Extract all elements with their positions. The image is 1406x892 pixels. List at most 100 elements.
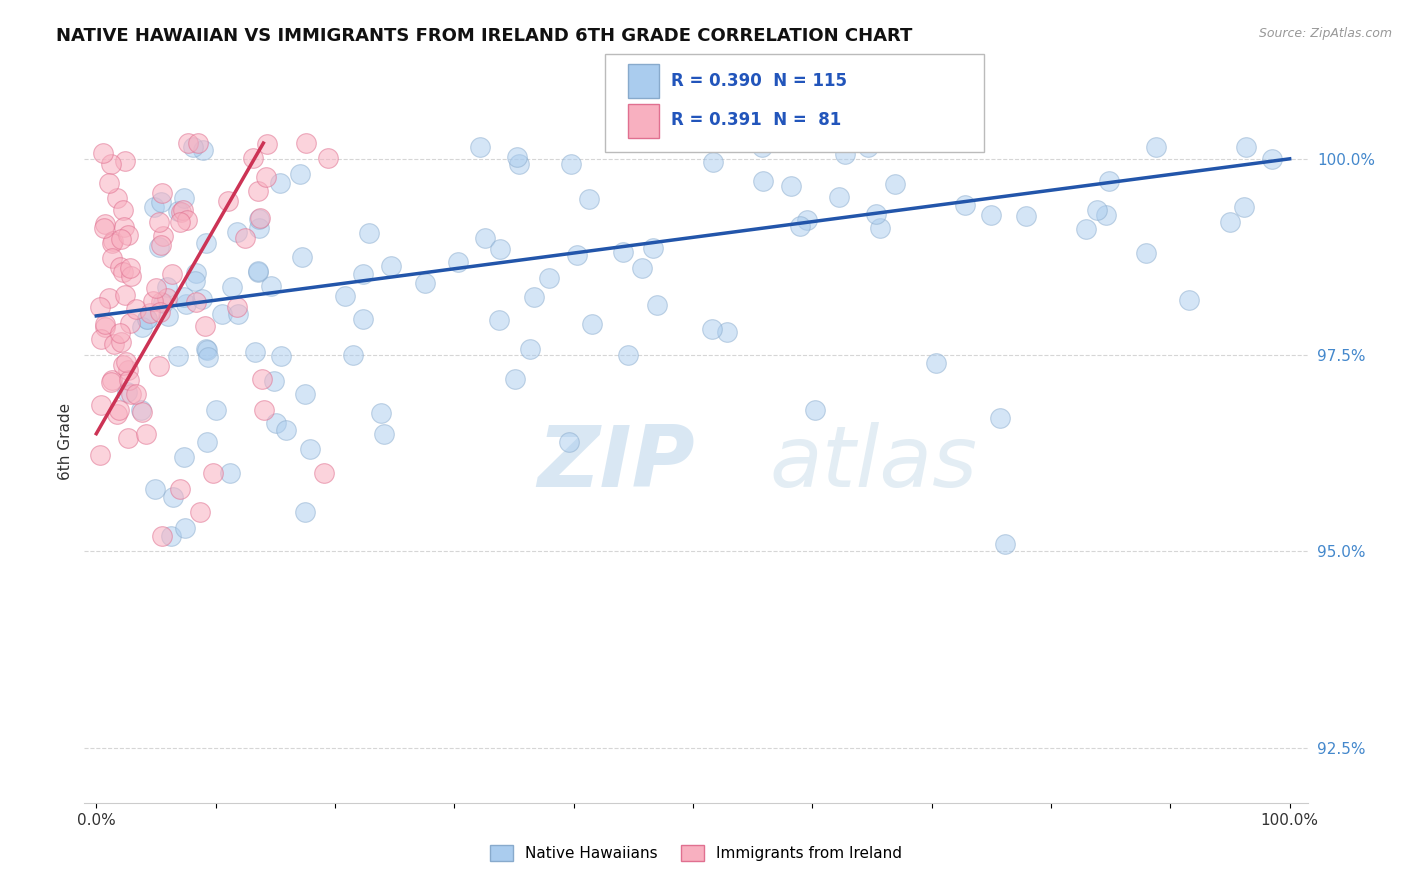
Point bbox=[197, 350, 219, 364]
Point bbox=[226, 307, 249, 321]
Point bbox=[219, 466, 242, 480]
Point bbox=[114, 288, 136, 302]
Point bbox=[447, 255, 470, 269]
Point bbox=[159, 529, 181, 543]
Point bbox=[100, 251, 122, 265]
Point bbox=[474, 231, 496, 245]
Point bbox=[312, 466, 335, 480]
Point bbox=[120, 387, 142, 401]
Point bbox=[110, 326, 132, 340]
Point bbox=[828, 189, 851, 203]
Point bbox=[143, 482, 166, 496]
Point bbox=[176, 212, 198, 227]
Point bbox=[298, 442, 321, 457]
Point bbox=[884, 177, 907, 191]
Point bbox=[264, 416, 287, 430]
Point bbox=[131, 319, 153, 334]
Point bbox=[111, 265, 134, 279]
Point bbox=[184, 274, 207, 288]
Point bbox=[108, 403, 131, 417]
Point bbox=[118, 372, 141, 386]
Point bbox=[148, 240, 170, 254]
Point bbox=[173, 191, 195, 205]
Point bbox=[508, 157, 530, 171]
Point bbox=[558, 434, 581, 449]
Point bbox=[470, 140, 492, 154]
Point bbox=[352, 312, 374, 326]
Point bbox=[100, 157, 122, 171]
Point bbox=[143, 200, 166, 214]
Point bbox=[249, 221, 271, 235]
Point bbox=[100, 373, 122, 387]
Point bbox=[98, 291, 121, 305]
Point bbox=[254, 169, 277, 184]
Point bbox=[125, 387, 148, 401]
Point bbox=[125, 301, 148, 316]
Point bbox=[380, 259, 402, 273]
Point bbox=[221, 280, 243, 294]
Point bbox=[190, 505, 212, 519]
Point bbox=[195, 342, 218, 356]
Point bbox=[226, 300, 249, 314]
Point bbox=[167, 349, 190, 363]
Point bbox=[752, 174, 775, 188]
Point bbox=[249, 211, 271, 226]
Point bbox=[506, 150, 529, 164]
Point bbox=[269, 176, 291, 190]
Point bbox=[865, 207, 887, 221]
Point bbox=[270, 349, 292, 363]
Point bbox=[191, 292, 214, 306]
Point bbox=[115, 355, 138, 369]
Point bbox=[90, 332, 112, 346]
Point bbox=[263, 374, 285, 388]
Point bbox=[90, 398, 112, 412]
Point bbox=[250, 372, 273, 386]
Point bbox=[97, 176, 120, 190]
Point bbox=[170, 205, 193, 219]
Point bbox=[184, 295, 207, 310]
Point bbox=[89, 300, 111, 314]
Point bbox=[117, 431, 139, 445]
Point bbox=[181, 140, 204, 154]
Point bbox=[373, 426, 395, 441]
Point bbox=[103, 336, 125, 351]
Point bbox=[202, 466, 225, 480]
Point bbox=[204, 403, 226, 417]
Point bbox=[150, 529, 173, 543]
Point bbox=[139, 306, 162, 320]
Point bbox=[643, 241, 665, 255]
Point bbox=[226, 225, 249, 239]
Point bbox=[136, 311, 159, 326]
Point bbox=[804, 403, 827, 417]
Point bbox=[925, 356, 948, 370]
Point bbox=[560, 156, 582, 170]
Point bbox=[169, 482, 191, 496]
Point bbox=[243, 344, 266, 359]
Point bbox=[645, 298, 668, 312]
Point bbox=[253, 403, 276, 417]
Point bbox=[211, 307, 233, 321]
Point bbox=[135, 426, 157, 441]
Point bbox=[581, 317, 603, 331]
Point bbox=[120, 268, 142, 283]
Point bbox=[702, 155, 724, 169]
Point bbox=[94, 320, 117, 334]
Point bbox=[1098, 174, 1121, 188]
Point bbox=[117, 362, 139, 376]
Point bbox=[578, 192, 600, 206]
Point bbox=[352, 268, 374, 282]
Point bbox=[370, 406, 392, 420]
Point bbox=[105, 407, 128, 421]
Point bbox=[152, 229, 174, 244]
Point bbox=[172, 202, 194, 217]
Point bbox=[246, 265, 269, 279]
Point bbox=[91, 146, 114, 161]
Point bbox=[114, 154, 136, 169]
Point bbox=[233, 231, 256, 245]
Point bbox=[195, 434, 218, 449]
Point bbox=[111, 358, 134, 372]
Point bbox=[150, 194, 173, 209]
Point bbox=[177, 136, 200, 150]
Text: R = 0.390  N = 115: R = 0.390 N = 115 bbox=[671, 72, 846, 90]
Point bbox=[1219, 214, 1241, 228]
